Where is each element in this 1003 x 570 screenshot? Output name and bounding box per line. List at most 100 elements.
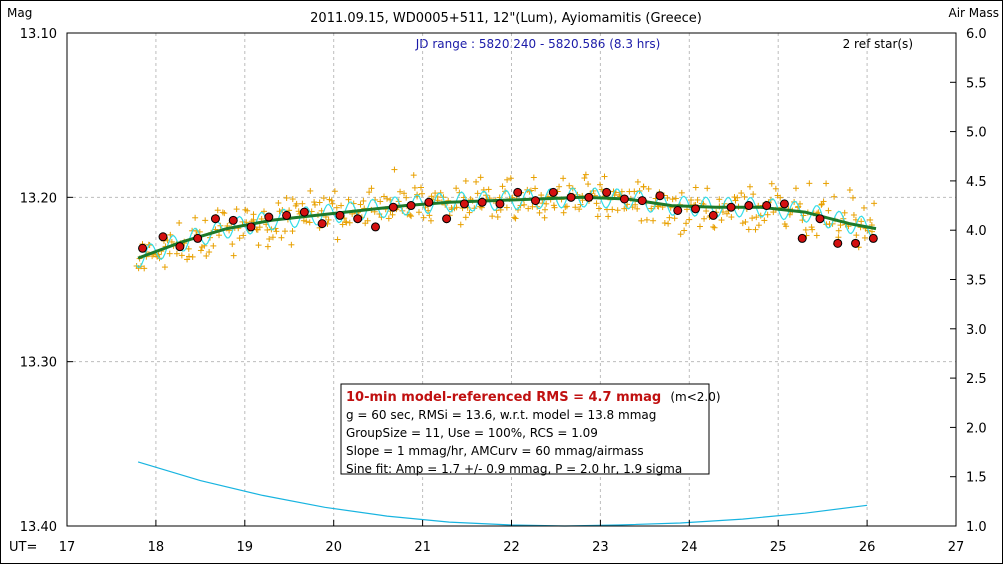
binned-point bbox=[193, 233, 203, 243]
raw-point bbox=[289, 228, 296, 235]
raw-point bbox=[288, 241, 295, 248]
raw-point bbox=[511, 214, 518, 221]
raw-point bbox=[244, 207, 251, 214]
raw-point bbox=[229, 241, 236, 248]
binned-point bbox=[602, 187, 612, 197]
raw-point bbox=[666, 214, 673, 221]
raw-point bbox=[825, 207, 832, 214]
raw-point bbox=[661, 220, 668, 227]
binned-point bbox=[815, 214, 825, 224]
raw-point bbox=[582, 171, 589, 178]
raw-point bbox=[683, 220, 690, 227]
raw-point bbox=[860, 204, 867, 211]
binned-point bbox=[637, 196, 647, 206]
binned-point bbox=[424, 197, 434, 207]
raw-point bbox=[250, 211, 257, 218]
raw-point bbox=[669, 196, 676, 203]
raw-point bbox=[532, 185, 539, 192]
binned-point bbox=[175, 242, 185, 252]
raw-point bbox=[806, 180, 813, 187]
raw-point bbox=[307, 187, 314, 194]
raw-point bbox=[634, 205, 641, 212]
left-axis-label: Mag bbox=[7, 6, 32, 20]
binned-point bbox=[353, 214, 363, 224]
x-tick-label: 27 bbox=[948, 540, 965, 555]
raw-point bbox=[275, 199, 282, 206]
binned-point bbox=[673, 205, 683, 215]
sine-fit-curve bbox=[135, 187, 877, 269]
raw-point bbox=[755, 222, 762, 229]
binned-point bbox=[762, 201, 772, 211]
raw-point bbox=[346, 219, 353, 226]
raw-point bbox=[417, 184, 424, 191]
raw-point bbox=[638, 217, 645, 224]
raw-point bbox=[566, 182, 573, 189]
raw-point bbox=[703, 207, 710, 214]
binned-point bbox=[210, 214, 220, 224]
raw-point bbox=[650, 217, 657, 224]
raw-point bbox=[485, 186, 492, 193]
binned-point bbox=[495, 199, 505, 209]
raw-point bbox=[494, 213, 501, 220]
raw-measurements-series bbox=[133, 166, 878, 272]
raw-point bbox=[678, 189, 685, 196]
raw-point bbox=[694, 196, 701, 203]
raw-point bbox=[281, 228, 288, 235]
binned-point bbox=[406, 201, 416, 211]
raw-point bbox=[457, 221, 464, 228]
raw-point bbox=[311, 199, 318, 206]
raw-point bbox=[466, 209, 473, 216]
raw-point bbox=[161, 264, 168, 271]
raw-point bbox=[536, 209, 543, 216]
info-line-4: Slope = 1 mmag/hr, AMCurv = 60 mmag/airm… bbox=[346, 444, 644, 458]
raw-point bbox=[556, 183, 563, 190]
raw-point bbox=[197, 247, 204, 254]
raw-point bbox=[385, 215, 392, 222]
info-rms-line: 10-min model-referenced RMS = 4.7 mmag (… bbox=[346, 386, 721, 405]
mag-tick-label: 13.40 bbox=[20, 520, 57, 535]
raw-point bbox=[858, 218, 865, 225]
x-axis-prefix: UT= bbox=[9, 540, 37, 555]
raw-point bbox=[514, 206, 521, 213]
raw-point bbox=[219, 209, 226, 216]
raw-point bbox=[266, 236, 273, 243]
raw-point bbox=[813, 232, 820, 239]
raw-point bbox=[752, 226, 759, 233]
binned-point bbox=[868, 233, 878, 243]
raw-point bbox=[453, 185, 460, 192]
raw-point bbox=[861, 234, 868, 241]
raw-point bbox=[168, 238, 175, 245]
raw-point bbox=[704, 185, 711, 192]
raw-point bbox=[401, 190, 408, 197]
binned-point bbox=[282, 210, 292, 220]
raw-point bbox=[325, 216, 332, 223]
raw-point bbox=[331, 188, 338, 195]
raw-point bbox=[269, 234, 276, 241]
raw-point bbox=[474, 190, 481, 197]
raw-point bbox=[410, 172, 417, 179]
airmass-tick-label: 1.5 bbox=[966, 471, 987, 486]
raw-point bbox=[240, 232, 247, 239]
raw-point bbox=[403, 194, 410, 201]
raw-point bbox=[166, 250, 173, 257]
raw-point bbox=[560, 209, 567, 216]
raw-point bbox=[462, 177, 469, 184]
raw-point bbox=[601, 173, 608, 180]
raw-point bbox=[489, 213, 496, 220]
info-rms-value: 10-min model-referenced RMS = 4.7 mmag bbox=[346, 390, 661, 405]
raw-point bbox=[320, 195, 327, 202]
raw-point bbox=[415, 209, 422, 216]
raw-point bbox=[377, 198, 384, 205]
binned-point bbox=[388, 202, 398, 212]
raw-point bbox=[278, 234, 285, 241]
x-tick-label: 25 bbox=[770, 540, 787, 555]
raw-point bbox=[665, 220, 672, 227]
info-box: 10-min model-referenced RMS = 4.7 mmag (… bbox=[340, 383, 721, 476]
x-tick-label: 19 bbox=[237, 540, 254, 555]
raw-point bbox=[551, 204, 558, 211]
raw-point bbox=[576, 206, 583, 213]
binned-point bbox=[726, 202, 736, 212]
raw-point bbox=[316, 199, 323, 206]
raw-point bbox=[328, 197, 335, 204]
